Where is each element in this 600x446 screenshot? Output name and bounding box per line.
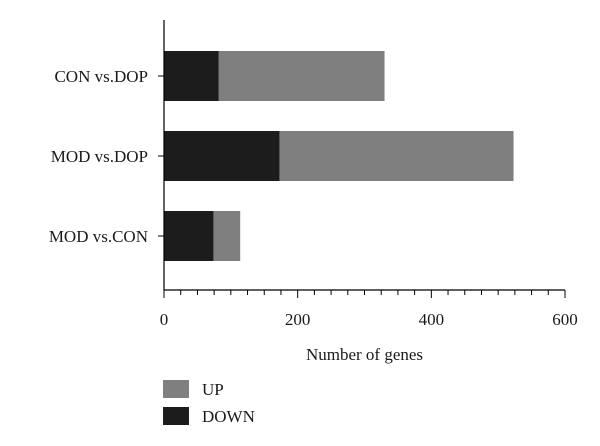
bar-up-1 [218, 51, 385, 101]
bar-up-2 [279, 131, 514, 181]
x-tick-label-200: 200 [285, 310, 311, 329]
x-tick-label-400: 400 [419, 310, 445, 329]
legend-label-down: DOWN [202, 407, 255, 426]
category-label-3: MOD vs.CON [49, 227, 148, 246]
legend: UP DOWN [163, 380, 255, 426]
category-label-2: MOD vs.DOP [51, 147, 148, 166]
category-label-1: CON vs.DOP [54, 67, 148, 86]
bar-up-3 [213, 211, 241, 261]
x-tick-label-600: 600 [552, 310, 578, 329]
x-tick-label-0: 0 [160, 310, 169, 329]
y-axis-ticks [158, 75, 164, 237]
legend-swatch-down [163, 407, 189, 425]
bars-layer [164, 51, 514, 261]
legend-swatch-up [163, 380, 189, 398]
bar-down-3 [164, 211, 214, 261]
legend-label-up: UP [202, 380, 224, 399]
x-axis-ticks: 0 200 400 600 [160, 290, 578, 329]
bar-down-2 [164, 131, 280, 181]
x-axis-title: Number of genes [306, 345, 423, 364]
bar-down-1 [164, 51, 219, 101]
category-labels: CON vs.DOP MOD vs.DOP MOD vs.CON [49, 67, 148, 246]
